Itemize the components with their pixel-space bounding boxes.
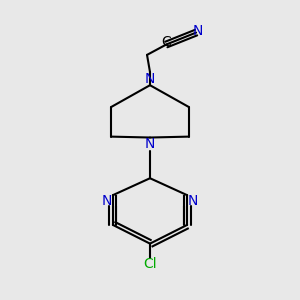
- Text: C: C: [161, 34, 171, 49]
- Text: N: N: [102, 194, 112, 208]
- Text: N: N: [192, 24, 203, 38]
- Text: N: N: [145, 137, 155, 151]
- Text: Cl: Cl: [143, 257, 157, 272]
- Text: N: N: [145, 72, 155, 86]
- Text: N: N: [188, 194, 198, 208]
